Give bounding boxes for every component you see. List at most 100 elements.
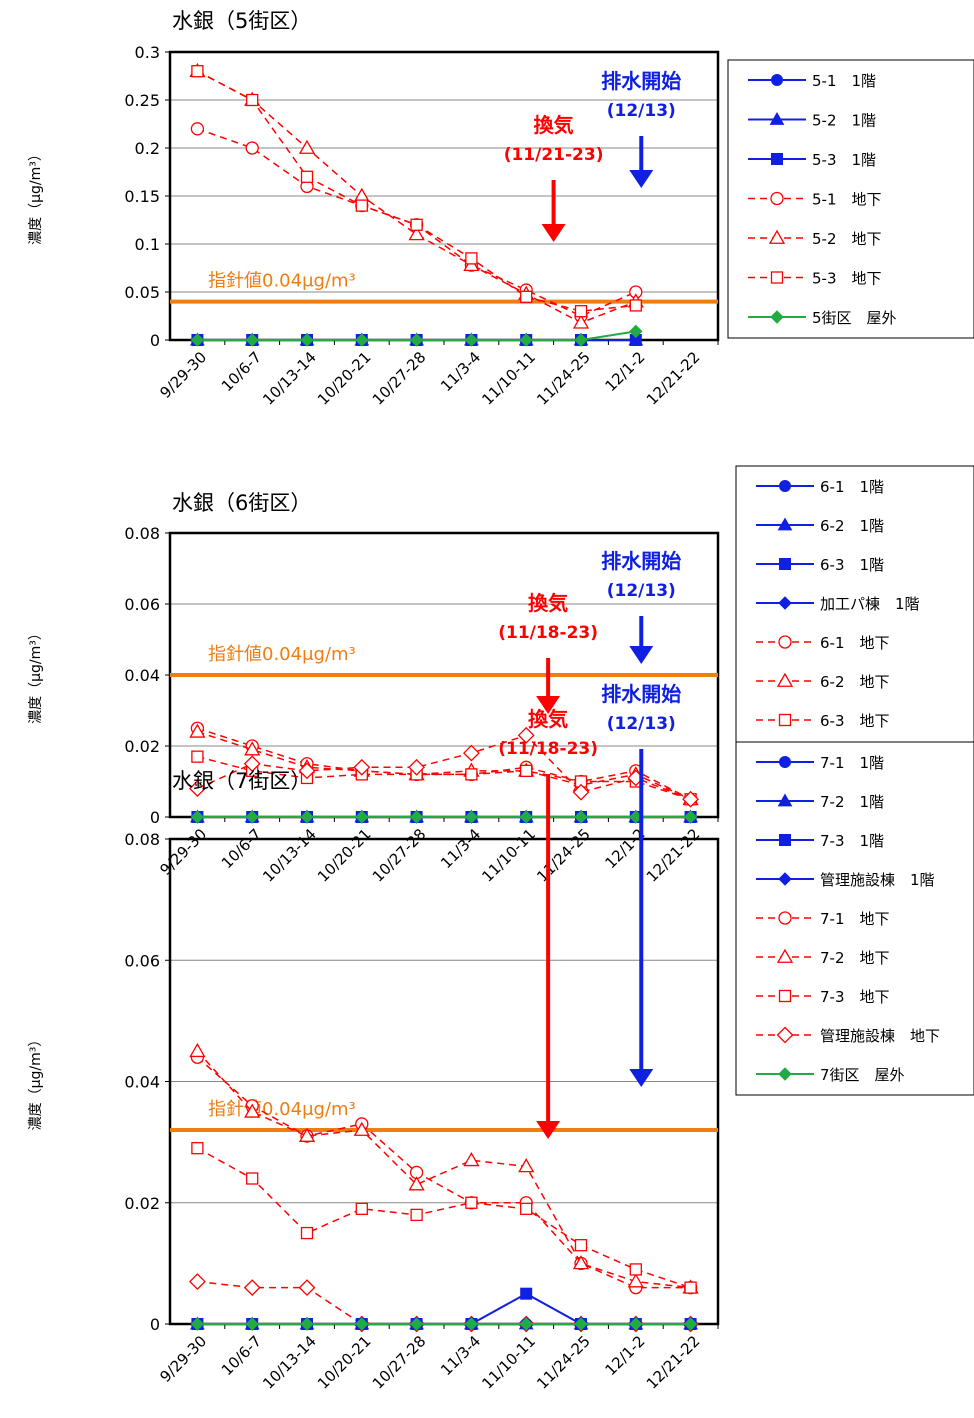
data-point [463, 1152, 480, 1167]
data-point [191, 1142, 204, 1155]
y-tick-label: 0 [150, 331, 160, 350]
series-line [197, 1147, 691, 1289]
y-tick-label: 0.06 [124, 595, 160, 614]
annotation-sub: (12/13) [607, 101, 676, 121]
chart-1: 水銀（5街区） 濃度（μg/m³） 0 0.05 0.1 0.15 0.2 0.25 0.3 9/… [28, 9, 974, 409]
legend-marker [771, 153, 783, 165]
data-point [409, 333, 424, 347]
x-tick-label: 10/27-28 [369, 1332, 430, 1393]
x-tick-label: 9/29-30 [156, 825, 210, 879]
legend-label: 7-2 1階 [820, 793, 884, 811]
data-point [518, 1158, 535, 1173]
series-line [197, 1280, 691, 1325]
legend-item-6: 7-2 地下 [756, 948, 890, 967]
data-point [464, 333, 479, 347]
annotation-1: 換気 (11/18-23) [498, 591, 598, 714]
data-point [355, 1202, 368, 1215]
data-point [410, 218, 423, 231]
legend-item-7: 6-3 地下 [756, 712, 890, 730]
legend-item-1: 5-1 1階 [748, 72, 876, 90]
data-point [298, 762, 316, 780]
x-tick-label: 10/13-14 [259, 348, 320, 409]
y-axis-label: 濃度（μg/m³） [28, 147, 44, 245]
legend-item-3: 7-3 1階 [756, 832, 884, 850]
legend-item-4: 5-1 地下 [748, 191, 882, 209]
annotation-arrow-head [536, 696, 561, 714]
legend: 5-1 1階 5-2 1階 5-3 1階 5-1 地下 5-2 地下 5-3 地下 5街区 … [727, 59, 974, 339]
y-tick-label: 0.02 [124, 1194, 160, 1213]
chart-title: 水銀（7街区） [172, 769, 311, 793]
data-point [574, 1239, 588, 1252]
data-point [355, 333, 369, 347]
x-tick-label: 12/1-2 [602, 348, 649, 395]
legend-marker [770, 310, 784, 324]
series-6 [189, 1042, 699, 1294]
x-tick-label: 10/20-21 [314, 1332, 375, 1393]
legend-label: 5-1 地下 [812, 191, 882, 209]
legend-marker [770, 271, 784, 284]
annotation-1: 換気 (11/18-23) [498, 707, 598, 1139]
legend-marker [779, 834, 791, 846]
legend-item-7: 7-3 地下 [756, 988, 890, 1006]
guideline-label: 指針値0.04μg/m³ [208, 271, 356, 292]
y-tick-label: 0.3 [135, 43, 160, 62]
data-point [574, 305, 588, 318]
legend-label: 5-3 地下 [812, 270, 882, 288]
legend-label: 7-3 1階 [820, 832, 884, 850]
annotation-label: 換気 [528, 707, 568, 731]
data-point [245, 333, 259, 347]
data-point [246, 93, 259, 107]
series-6 [191, 65, 642, 318]
series-8 [188, 726, 700, 808]
data-point [520, 764, 533, 777]
data-point [245, 1317, 259, 1331]
data-point [353, 187, 370, 202]
data-point [353, 1121, 370, 1136]
annotation-label: 換気 [528, 591, 568, 615]
data-point [574, 1317, 588, 1331]
legend-marker [770, 191, 784, 206]
legend-marker [779, 756, 791, 768]
data-point [298, 139, 316, 154]
data-point [572, 1255, 590, 1270]
data-point [300, 170, 314, 183]
data-point [464, 810, 479, 824]
y-tick-label: 0.06 [124, 951, 160, 970]
data-point [191, 750, 204, 763]
series-9 [190, 810, 698, 824]
data-point [410, 1208, 423, 1222]
data-point [464, 1317, 479, 1331]
data-point [188, 1273, 206, 1290]
x-tick-label: 11/3-4 [437, 348, 484, 395]
chart-title: 水銀（6街区） [172, 491, 311, 515]
x-tick-label: 9/29-30 [156, 348, 210, 402]
data-point [627, 1273, 644, 1288]
data-point [188, 780, 206, 798]
legend-item-3: 5-3 1階 [748, 151, 876, 169]
annotation-sub: (12/13) [607, 581, 676, 601]
data-point [408, 758, 426, 776]
y-axis-label: 濃度（μg/m³） [28, 626, 44, 724]
data-point [300, 1226, 314, 1240]
x-tick-label: 10/6-7 [218, 825, 265, 872]
y-tick-label: 0 [150, 1315, 160, 1334]
data-point [191, 65, 204, 78]
y-tick-label: 0.05 [124, 283, 160, 302]
series-line [196, 1050, 691, 1289]
legend-marker [778, 596, 792, 610]
legend-marker [769, 111, 785, 125]
x-tick-label: 10/6-7 [218, 348, 265, 395]
data-point [244, 741, 261, 756]
legend-label: 6-1 1階 [820, 478, 884, 496]
annotation-sub: (11/18-23) [498, 739, 598, 759]
guideline-label: 指針値0.04μg/m³ [208, 1099, 356, 1120]
data-point [190, 333, 205, 347]
y-tick-label: 0.25 [124, 91, 160, 110]
legend-item-1: 7-1 1階 [756, 754, 884, 772]
data-point [519, 1317, 533, 1331]
annotation-arrow-head [629, 1069, 654, 1087]
x-tick-label: 12/21-22 [643, 348, 704, 409]
annotation-1: 換気 (11/21-23) [504, 113, 603, 242]
